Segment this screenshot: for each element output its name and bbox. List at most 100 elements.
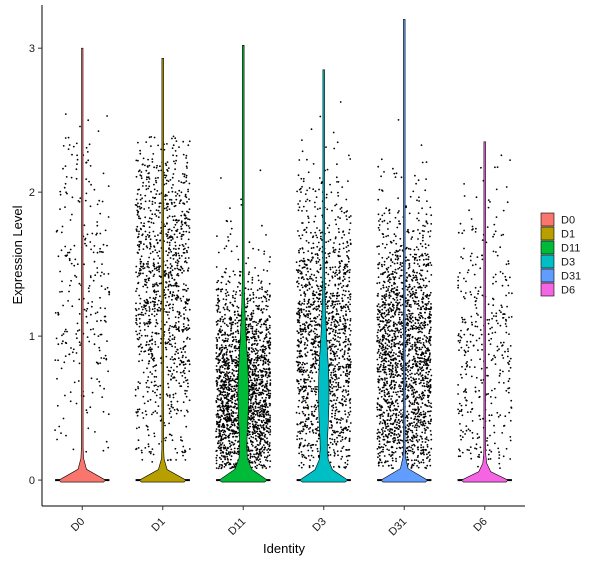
data-point: [349, 358, 352, 361]
data-point: [139, 297, 142, 300]
data-point: [62, 145, 65, 147]
data-point: [328, 346, 331, 349]
data-point: [301, 456, 304, 458]
data-point: [329, 266, 332, 269]
data-point: [187, 270, 189, 272]
data-point: [298, 260, 301, 263]
data-point: [265, 459, 267, 461]
data-point: [236, 347, 239, 350]
data-point: [167, 231, 170, 234]
data-point: [225, 298, 228, 301]
data-point: [307, 171, 310, 174]
data-point: [341, 293, 344, 296]
data-point: [228, 442, 231, 445]
data-point: [344, 290, 347, 293]
data-point: [217, 319, 219, 322]
data-point: [310, 329, 313, 332]
data-point: [268, 465, 271, 468]
data-point: [93, 343, 96, 346]
data-point: [313, 320, 316, 322]
data-point: [331, 443, 334, 446]
data-point: [221, 361, 224, 363]
data-point: [136, 213, 139, 216]
data-point: [149, 252, 152, 255]
data-point: [317, 426, 319, 429]
data-point: [304, 342, 306, 344]
data-point: [332, 371, 335, 374]
data-point: [155, 181, 158, 184]
data-point: [153, 310, 156, 313]
data-point: [145, 263, 148, 265]
data-point: [303, 285, 306, 287]
data-point: [224, 337, 227, 340]
data-point: [345, 303, 348, 306]
data-point: [342, 280, 344, 282]
data-point: [310, 446, 313, 449]
data-point: [347, 256, 350, 259]
data-point: [182, 323, 185, 325]
data-point: [174, 241, 177, 244]
data-point: [333, 417, 336, 420]
data-point: [177, 289, 180, 292]
data-point: [216, 338, 219, 341]
data-point: [166, 314, 169, 316]
data-point: [347, 425, 350, 428]
data-point: [265, 323, 267, 326]
data-point: [257, 330, 260, 333]
data-point: [398, 210, 400, 212]
data-point: [349, 319, 352, 322]
data-point: [219, 311, 221, 314]
data-point: [349, 310, 351, 313]
data-point: [259, 440, 262, 443]
data-point: [264, 385, 266, 388]
data-point: [308, 376, 310, 379]
data-point: [259, 320, 261, 323]
data-point: [346, 270, 348, 273]
data-point: [141, 458, 144, 461]
data-point: [263, 439, 266, 442]
data-point: [342, 418, 344, 420]
data-point: [151, 213, 154, 216]
data-point: [259, 438, 262, 441]
data-point: [344, 461, 347, 464]
data-point: [64, 182, 67, 185]
data-point: [228, 309, 231, 312]
data-point: [227, 377, 230, 379]
data-point: [180, 225, 183, 228]
data-point: [230, 405, 233, 408]
data-point: [140, 347, 143, 349]
data-point: [301, 388, 303, 391]
data-point: [220, 397, 223, 399]
data-point: [176, 310, 179, 313]
data-point: [180, 360, 183, 362]
data-point: [146, 386, 148, 388]
data-point: [330, 371, 333, 374]
data-point: [149, 247, 151, 250]
data-point: [310, 369, 313, 372]
data-point: [340, 307, 343, 310]
data-point: [181, 356, 184, 359]
data-point: [148, 308, 151, 310]
data-point: [303, 323, 306, 325]
data-point: [304, 424, 307, 427]
data-point: [301, 185, 303, 188]
data-point: [227, 461, 230, 464]
data-point: [297, 344, 300, 347]
data-point: [265, 304, 267, 307]
data-point: [335, 345, 337, 348]
data-point: [249, 425, 252, 428]
data-point: [305, 263, 308, 266]
data-point: [185, 154, 188, 157]
data-point: [304, 389, 306, 392]
data-point: [342, 315, 345, 317]
data-point: [181, 439, 184, 442]
data-point: [169, 335, 172, 338]
data-point: [299, 289, 301, 291]
data-point: [217, 332, 220, 335]
data-point: [303, 314, 306, 317]
data-point: [306, 407, 308, 409]
data-point: [337, 368, 340, 371]
data-point: [335, 319, 337, 322]
data-point: [336, 355, 339, 357]
data-point: [320, 276, 322, 279]
